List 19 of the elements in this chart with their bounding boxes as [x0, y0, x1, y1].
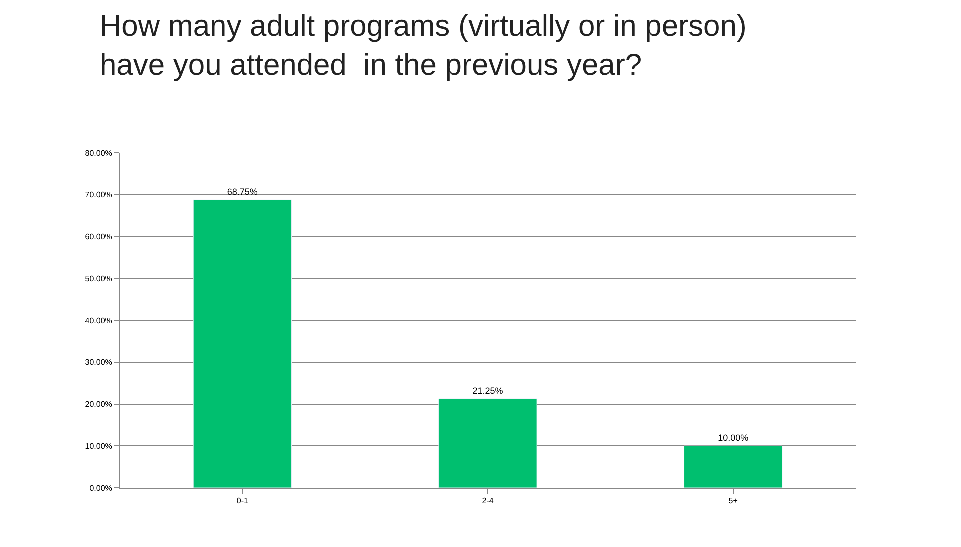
- x-tick-label: 0-1: [236, 496, 249, 506]
- bar: [438, 398, 538, 488]
- y-tick-label: 50.00%: [85, 274, 112, 284]
- y-tick-label: 20.00%: [85, 400, 112, 410]
- y-tick-label: 30.00%: [85, 358, 112, 368]
- bar: [193, 200, 292, 488]
- bar: [684, 446, 783, 488]
- chart-title: How many adult programs (virtually or in person) have you attended in the previous year?: [100, 10, 747, 82]
- y-tick-label: 0.00%: [90, 484, 112, 493]
- x-tick-label: 5+: [728, 496, 738, 506]
- data-label: 68.75%: [227, 187, 258, 198]
- y-tick-label: 10.00%: [85, 442, 112, 451]
- data-label: 10.00%: [718, 433, 749, 444]
- y-tick-label: 70.00%: [85, 190, 112, 200]
- data-label: 21.25%: [472, 386, 504, 396]
- y-tick-label: 40.00%: [85, 316, 112, 326]
- y-tick-label: 60.00%: [85, 232, 112, 242]
- y-tick-label: 80.00%: [85, 148, 112, 158]
- x-tick-label: 2-4: [482, 496, 494, 506]
